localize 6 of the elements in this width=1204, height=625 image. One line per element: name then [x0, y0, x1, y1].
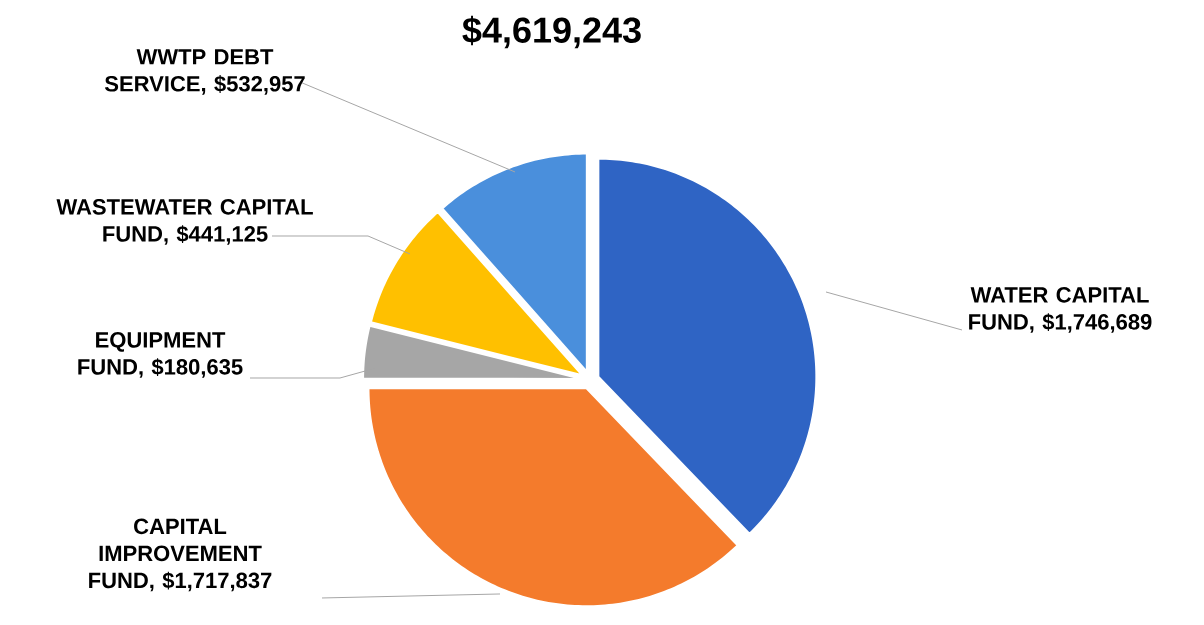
- chart-title: $4,619,243: [462, 15, 641, 49]
- slice-label: WASTEWATER CAPITAL FUND, $441,125: [56, 199, 313, 245]
- slice-label: WWTP DEBT SERVICE, $532,957: [104, 49, 305, 95]
- slice-label: CAPITAL IMPROVEMENT FUND, $1,717,837: [89, 518, 272, 592]
- slice-label: WATER CAPITAL FUND, $1,746,689: [969, 287, 1152, 333]
- slice-label: EQUIPMENT FUND, $180,635: [78, 332, 243, 378]
